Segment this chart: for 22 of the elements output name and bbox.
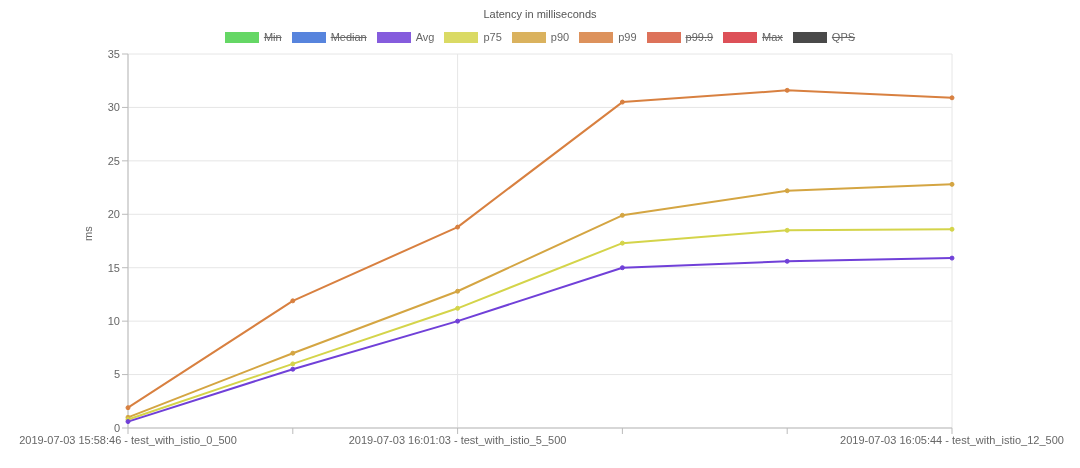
y-tick-label: 25	[107, 154, 120, 167]
x-tick-label: 2019-07-03 15:58:46 - test_with_istio_0_500	[19, 433, 237, 446]
x-tick-label: 2019-07-03 16:05:44 - test_with_istio_12_500	[840, 433, 1064, 446]
y-tick-label: 30	[107, 101, 120, 114]
legend-label: Max	[762, 31, 783, 43]
legend-label: p75	[483, 31, 502, 43]
y-tick-label: 10	[107, 315, 120, 328]
legend-label: p99.9	[685, 31, 714, 43]
legend-label: Median	[330, 31, 367, 43]
legend-label: p99	[618, 31, 637, 43]
y-tick-label: 20	[107, 208, 120, 221]
y-tick-label: 5	[113, 368, 120, 381]
y-axis-title: ms	[81, 225, 94, 241]
y-tick-label: 15	[107, 261, 120, 274]
legend-label: Avg	[415, 31, 435, 43]
legend-label: Min	[263, 31, 282, 43]
y-tick-label: 35	[107, 47, 120, 60]
legend-label: QPS	[831, 31, 856, 43]
legend-label: p90	[550, 31, 570, 43]
x-tick-label: 2019-07-03 16:01:03 - test_with_istio_5_500	[348, 433, 567, 446]
chart-title: Latency in milliseconds	[482, 8, 598, 22]
y-tick-label: 0	[113, 421, 120, 434]
